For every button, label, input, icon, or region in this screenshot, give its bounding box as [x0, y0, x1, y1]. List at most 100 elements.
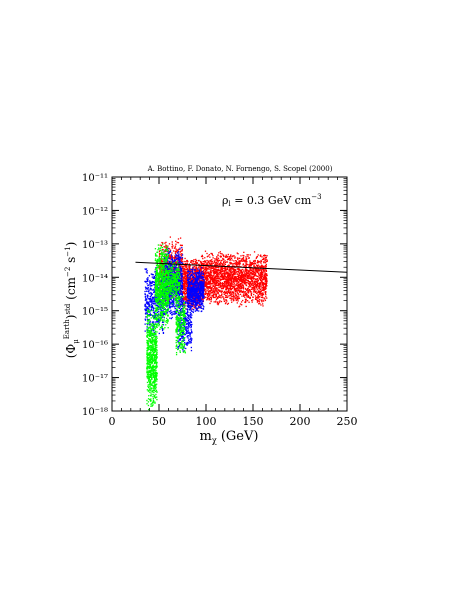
- scatter-point: [163, 257, 166, 259]
- scatter-point: [224, 263, 227, 266]
- scatter-point: [208, 291, 210, 293]
- scatter-point: [203, 297, 206, 299]
- scatter-point: [244, 292, 246, 294]
- scatter-point: [153, 290, 156, 292]
- scatter-point: [258, 300, 260, 302]
- scatter-point: [205, 285, 207, 287]
- scatter-point: [217, 289, 220, 291]
- scatter-point: [212, 296, 215, 299]
- scatter-point: [160, 301, 162, 303]
- scatter-point: [167, 252, 169, 255]
- scatter-point: [242, 260, 244, 262]
- scatter-point: [183, 288, 186, 291]
- scatter-point: [219, 281, 221, 283]
- scatter-point: [205, 273, 207, 275]
- scatter-point: [239, 305, 241, 307]
- scatter-point: [180, 261, 182, 263]
- scatter-point: [152, 281, 154, 283]
- scatter-point: [251, 287, 253, 289]
- scatter-point: [172, 266, 174, 268]
- scatter-point: [232, 281, 234, 283]
- scatter-point: [207, 260, 209, 262]
- scatter-point: [254, 272, 257, 275]
- scatter-point: [182, 303, 184, 305]
- scatter-point: [226, 295, 228, 297]
- scatter-point: [217, 279, 219, 282]
- scatter-point: [229, 273, 231, 275]
- scatter-point: [170, 268, 173, 270]
- scatter-point: [170, 269, 173, 271]
- scatter-point: [233, 255, 235, 257]
- scatter-point: [162, 331, 165, 334]
- scatter-point: [182, 297, 184, 299]
- scatter-point: [214, 282, 216, 284]
- scatter-point: [181, 288, 184, 291]
- scatter-point: [221, 253, 223, 255]
- scatter-point: [247, 275, 249, 277]
- scatter-point: [183, 271, 185, 274]
- scatter-point: [196, 262, 198, 264]
- scatter-point: [230, 288, 233, 291]
- scatter-point: [221, 288, 223, 290]
- scatter-point: [258, 270, 261, 272]
- scatter-point: [238, 282, 240, 284]
- scatter-point: [218, 273, 220, 275]
- scatter-point: [262, 257, 265, 259]
- scatter-point: [212, 266, 214, 269]
- scatter-point: [250, 275, 252, 277]
- scatter-point: [223, 297, 225, 300]
- scatter-point: [185, 292, 187, 295]
- scatter-point: [228, 295, 230, 297]
- scatter-point: [243, 295, 245, 297]
- scatter-point: [145, 290, 148, 292]
- scatter-point: [247, 271, 249, 273]
- scatter-point: [231, 288, 233, 290]
- scatter-point: [233, 262, 235, 265]
- scatter-point: [235, 260, 237, 262]
- scatter-point: [220, 273, 223, 275]
- scatter-point: [171, 261, 174, 264]
- scatter-point: [169, 305, 171, 307]
- scatter-point: [158, 265, 160, 267]
- scatter-point: [203, 273, 206, 275]
- scatter-point: [264, 273, 266, 276]
- scatter-point: [253, 280, 255, 282]
- scatter-point: [240, 273, 243, 276]
- scatter-point: [223, 299, 225, 301]
- scatter-point: [182, 273, 185, 275]
- scatter-point: [233, 288, 236, 290]
- scatter-point: [250, 294, 253, 297]
- scatter-point: [218, 271, 220, 274]
- scatter-point: [257, 294, 259, 296]
- scatter-point: [262, 300, 265, 302]
- scatter-point: [238, 260, 240, 262]
- scatter-point: [176, 304, 178, 306]
- scatter-point: [177, 300, 179, 302]
- scatter-point: [205, 274, 207, 277]
- scatter-point: [235, 271, 238, 273]
- scatter-point: [220, 268, 222, 270]
- scatter-point: [192, 270, 194, 272]
- scatter-point: [147, 303, 150, 305]
- scatter-point: [145, 308, 148, 310]
- scatter-point: [198, 278, 200, 280]
- scatter-point: [229, 277, 231, 280]
- scatter-point: [207, 282, 209, 285]
- scatter-point: [189, 265, 191, 267]
- scatter-point: [207, 286, 209, 289]
- scatter-point: [212, 272, 215, 274]
- scatter-point: [162, 248, 164, 251]
- scatter-point: [242, 268, 244, 271]
- scatter-point: [190, 271, 192, 274]
- scatter-point: [178, 258, 180, 260]
- scatter-point: [205, 262, 207, 264]
- scatter-point: [154, 303, 156, 305]
- scatter-point: [207, 290, 210, 293]
- scatter-point: [163, 297, 165, 299]
- scatter-point: [162, 277, 164, 279]
- scatter-point: [236, 291, 238, 294]
- scatter-point: [238, 271, 240, 273]
- scatter-point: [169, 255, 171, 257]
- scatter-point: [163, 271, 165, 273]
- scatter-point: [242, 277, 245, 279]
